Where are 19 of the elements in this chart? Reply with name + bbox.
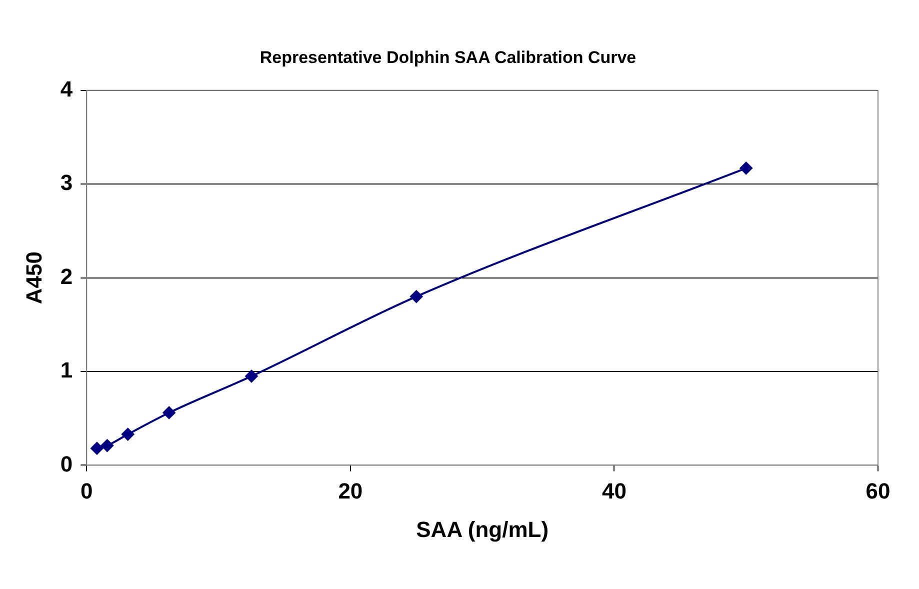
y-axis-title: A450 — [21, 252, 46, 304]
x-tick-label: 0 — [80, 478, 93, 504]
point — [90, 442, 104, 455]
point — [245, 370, 258, 383]
y-tick-label: 0 — [60, 451, 73, 476]
point — [100, 439, 114, 452]
x-tick-label: 20 — [338, 478, 363, 504]
point — [162, 406, 176, 420]
y-tick-label: 4 — [60, 76, 74, 102]
point — [121, 428, 134, 441]
y-tick-label: 3 — [60, 170, 73, 196]
y-tick-label: 2 — [60, 264, 73, 289]
x-tick-label: 40 — [602, 478, 626, 504]
x-axis-title: SAA (ng/mL) — [416, 516, 549, 542]
chart-title: Representative Dolphin SAA Calibration Curve — [260, 48, 636, 67]
x-tick-label: 60 — [866, 478, 890, 504]
point — [410, 290, 423, 304]
point — [740, 162, 753, 175]
y-tick-label: 1 — [60, 358, 73, 383]
